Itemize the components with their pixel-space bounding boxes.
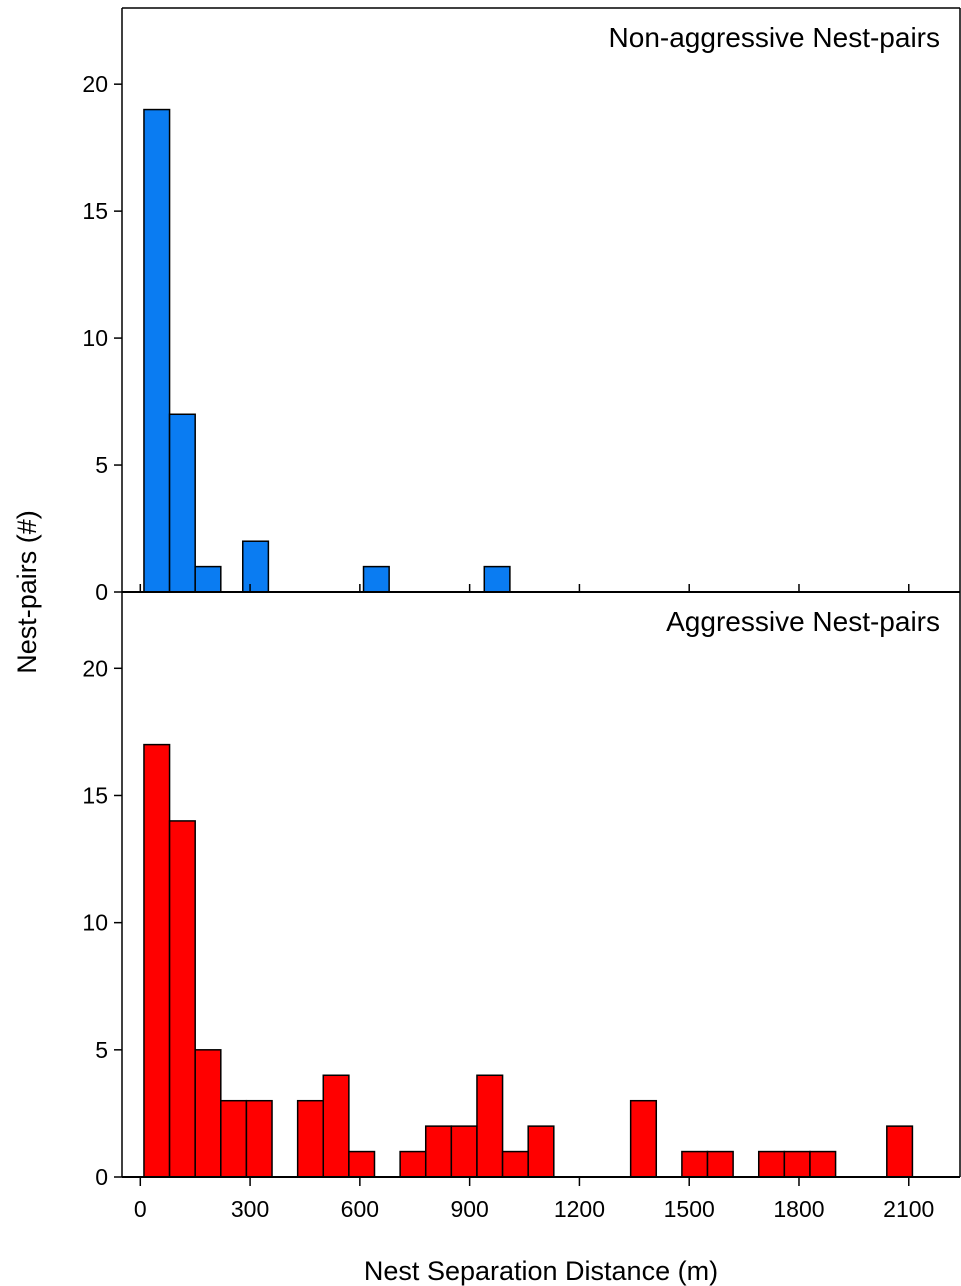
bar [501, 1150, 529, 1178]
x-tick-label: 1800 [773, 1196, 824, 1222]
bar [483, 565, 511, 593]
bar [143, 743, 171, 1178]
bar [168, 413, 196, 593]
bar [681, 1150, 709, 1178]
bar [242, 540, 270, 593]
bar [527, 1125, 555, 1178]
bar [194, 565, 222, 593]
y-tick-label: 0 [95, 579, 108, 605]
bar [168, 820, 196, 1178]
x-axis-title: Nest Separation Distance (m) [364, 1256, 718, 1286]
bar [348, 1150, 376, 1178]
y-axis-title: Nest-pairs (#) [12, 510, 42, 674]
x-tick-label: 0 [134, 1196, 147, 1222]
panel-title: Aggressive Nest-pairs [666, 606, 940, 637]
bar [476, 1074, 504, 1178]
y-tick-label: 15 [82, 782, 108, 808]
y-tick-label: 20 [82, 655, 108, 681]
x-tick-label: 600 [341, 1196, 379, 1222]
bar [143, 108, 171, 593]
bar [886, 1125, 914, 1178]
x-tick-label: 1200 [554, 1196, 605, 1222]
panels-group: 0 5 10 15 20 Non-aggressive Nest-pairs 0 5 10 15 2… [82, 7, 961, 1222]
y-tick-label: 5 [95, 452, 108, 478]
y-tick-label: 10 [82, 910, 108, 936]
bar [322, 1074, 350, 1178]
bar [296, 1099, 325, 1178]
x-tick-label: 2100 [883, 1196, 934, 1222]
x-tick-label: 1500 [664, 1196, 715, 1222]
bar [757, 1150, 786, 1178]
bar [629, 1099, 658, 1178]
bar [399, 1150, 427, 1178]
bar [220, 1099, 248, 1178]
bar [706, 1150, 734, 1178]
panel-title: Non-aggressive Nest-pairs [609, 22, 940, 53]
bar [424, 1125, 453, 1178]
y-tick-label: 15 [82, 198, 108, 224]
panel-aggressive: 0 5 10 15 20 0 300 600 900 1200 1500 1800 2100 Aggres… [82, 592, 961, 1222]
bar [783, 1150, 811, 1178]
bar [809, 1150, 837, 1178]
x-tick-label: 300 [231, 1196, 269, 1222]
bar [362, 565, 390, 593]
bar [450, 1125, 478, 1178]
y-tick-label: 5 [95, 1037, 108, 1063]
bar [245, 1099, 273, 1178]
y-tick-label: 0 [95, 1164, 108, 1190]
y-tick-label: 10 [82, 325, 108, 351]
x-tick-label: 900 [450, 1196, 488, 1222]
panel-non-aggressive: 0 5 10 15 20 Non-aggressive Nest-pairs [82, 7, 961, 605]
bar [194, 1049, 222, 1178]
y-tick-label: 20 [82, 71, 108, 97]
